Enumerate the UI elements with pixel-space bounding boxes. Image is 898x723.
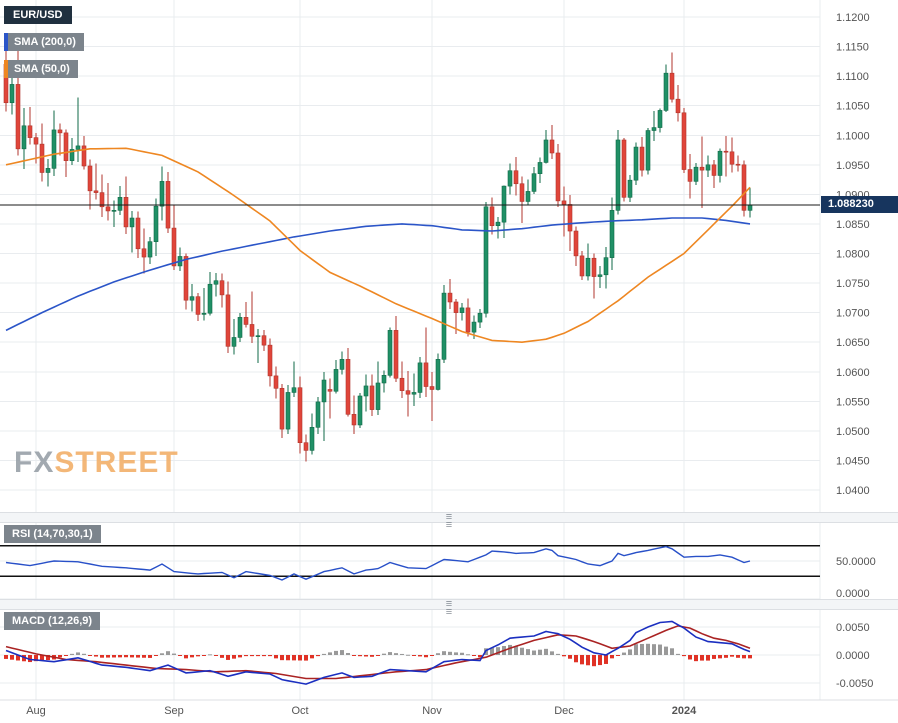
sma-200-color-swatch: [4, 33, 8, 51]
svg-text:Dec: Dec: [554, 705, 574, 717]
svg-text:1.0450: 1.0450: [836, 455, 870, 467]
rsi-label: RSI (14,70,30,1): [12, 528, 93, 540]
pane-resize-handle-macd[interactable]: ≡ ≡: [0, 599, 898, 618]
svg-text:1.0600: 1.0600: [836, 367, 870, 379]
svg-text:1.0800: 1.0800: [836, 249, 870, 261]
svg-text:Oct: Oct: [291, 705, 308, 717]
macd-label: MACD (12,26,9): [12, 615, 93, 627]
svg-text:0.0000: 0.0000: [836, 650, 870, 662]
macd-legend[interactable]: MACD (12,26,9): [4, 612, 101, 630]
sma-50-label: SMA (50,0): [14, 63, 70, 75]
svg-text:1.0500: 1.0500: [836, 426, 870, 438]
svg-text:Nov: Nov: [422, 705, 442, 717]
sma-200-label: SMA (200,0): [14, 36, 76, 48]
svg-text:50.0000: 50.0000: [836, 556, 876, 568]
svg-text:Sep: Sep: [164, 705, 184, 717]
svg-text:1.0400: 1.0400: [836, 485, 870, 497]
svg-text:1.0850: 1.0850: [836, 219, 870, 231]
svg-text:2024: 2024: [672, 705, 697, 717]
gridlines: [0, 0, 898, 701]
rsi-pane: 50.0000 0.0000: [0, 545, 876, 600]
time-axis: Aug Sep Oct Nov Dec 2024: [26, 705, 697, 717]
watermark-street: STREET: [54, 446, 179, 479]
sma-50-line: [5, 147, 751, 344]
fxstreet-watermark: FXSTREET: [14, 446, 179, 480]
svg-text:1.0650: 1.0650: [836, 337, 870, 349]
svg-text:0.0000: 0.0000: [836, 588, 870, 600]
svg-text:Aug: Aug: [26, 705, 46, 717]
rsi-legend[interactable]: RSI (14,70,30,1): [4, 525, 101, 543]
svg-text:1.0950: 1.0950: [836, 160, 870, 172]
sma-200-legend[interactable]: SMA (200,0): [4, 33, 84, 51]
svg-text:1.1100: 1.1100: [836, 71, 869, 83]
sma-50-color-swatch: [4, 60, 8, 78]
svg-text:1.0750: 1.0750: [836, 278, 870, 290]
svg-text:1.1150: 1.1150: [836, 42, 869, 54]
svg-text:-0.0050: -0.0050: [836, 678, 873, 690]
price-axis: 1.12001.11501.11001.10501.10001.09501.09…: [836, 12, 870, 497]
svg-text:0.0050: 0.0050: [836, 622, 870, 634]
macd-pane: 0.0050 0.0000 -0.0050: [0, 620, 873, 690]
sma-50-legend[interactable]: SMA (50,0): [4, 60, 78, 78]
resize-grip-icon: ≡ ≡: [445, 511, 453, 531]
last-price-badge: 1.088230: [821, 196, 898, 213]
svg-text:1.1000: 1.1000: [836, 130, 870, 142]
svg-text:1.1050: 1.1050: [836, 101, 870, 113]
svg-text:1.0550: 1.0550: [836, 396, 870, 408]
svg-text:1.1200: 1.1200: [836, 12, 870, 24]
svg-text:1.0700: 1.0700: [836, 308, 870, 320]
symbol-badge[interactable]: EUR/USD: [4, 6, 72, 24]
watermark-fx: FX: [14, 446, 55, 479]
pane-resize-handle-rsi[interactable]: ≡ ≡: [0, 512, 898, 531]
sma-200-line: [5, 217, 751, 332]
resize-grip-icon: ≡ ≡: [445, 598, 453, 618]
candlestick-series: [3, 46, 753, 462]
